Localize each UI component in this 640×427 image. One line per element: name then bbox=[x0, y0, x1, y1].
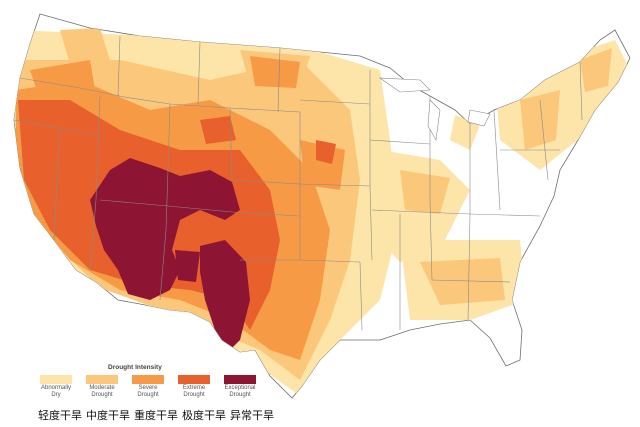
drought-intensity-legend: Drought Intensity Abnormally Dry Moderat… bbox=[38, 364, 274, 424]
legend-swatch-extreme bbox=[178, 375, 210, 384]
legend-label-moderate: Moderate Drought bbox=[89, 385, 115, 398]
legend-swatch-severe bbox=[132, 375, 164, 384]
exceptional-drought-area bbox=[90, 158, 250, 352]
legend-label-severe: Severe Drought bbox=[137, 385, 159, 398]
legend-swatch-moderate bbox=[86, 375, 118, 384]
legend-title: Drought Intensity bbox=[108, 364, 162, 371]
legend-cn-exceptional: 异常干旱 bbox=[230, 409, 274, 422]
legend-swatch-abnormally-dry bbox=[40, 375, 72, 384]
legend-cn-moderate: 中度干旱 bbox=[86, 409, 130, 422]
legend-cn-extreme: 极度干旱 bbox=[182, 409, 226, 422]
legend-cn-severe: 重度干旱 bbox=[134, 409, 178, 422]
legend-label-abnormally-dry: Abnormally Dry bbox=[40, 385, 71, 398]
legend-label-exceptional: Exceptional Drought bbox=[224, 385, 256, 398]
legend-label-extreme: Extreme Drought bbox=[182, 385, 206, 398]
legend-swatch-exceptional bbox=[224, 375, 256, 384]
state-borders bbox=[13, 35, 583, 331]
great-lakes bbox=[378, 77, 491, 141]
legend-cn-abnormally-dry: 轻度干旱 bbox=[38, 409, 82, 422]
